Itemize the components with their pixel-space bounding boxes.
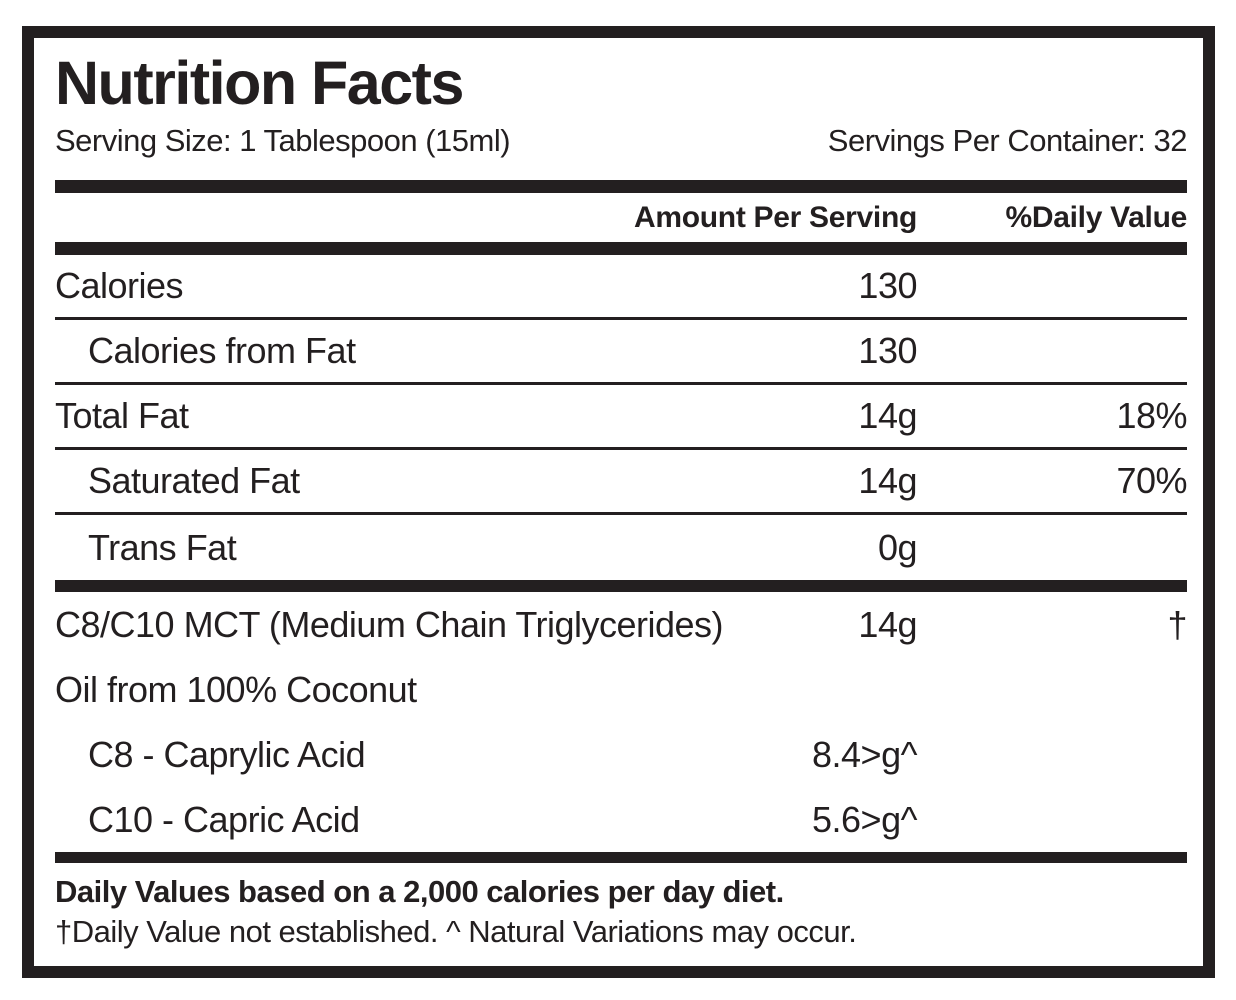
nutrition-facts-label: Nutrition Facts Serving Size: 1 Tablespo…: [22, 26, 1215, 978]
section-divider-mct: [55, 580, 1187, 592]
serving-size-text: Serving Size: 1 Tablespoon (15ml): [55, 123, 511, 158]
nutrient-amount: 130: [858, 330, 917, 371]
section-divider-top: [55, 180, 1187, 193]
row-c8-caprylic-acid: C8 - Caprylic Acid 8.4>g^: [55, 722, 1187, 787]
nutrient-name: Calories: [55, 265, 184, 306]
serving-info-row: Serving Size: 1 Tablespoon (15ml) Servin…: [55, 123, 1188, 163]
nutrient-amount: 0g: [877, 526, 918, 568]
section-divider-header: [55, 242, 1187, 255]
row-trans-fat: Trans Fat 0g: [55, 515, 1187, 580]
nutrient-amount: 5.6>g^: [812, 798, 917, 840]
nutrient-name: C8/C10 MCT (Medium Chain Triglycerides): [55, 603, 724, 645]
servings-per-container-text: Servings Per Container: 32: [827, 123, 1188, 158]
label-title: Nutrition Facts: [55, 49, 464, 117]
nutrient-dv: 18%: [1116, 395, 1187, 436]
row-calories: Calories 130: [55, 255, 1187, 320]
dagger-footnote: †Daily Value not established. ^ Natural …: [55, 914, 857, 949]
nutrient-amount: 14g: [858, 460, 917, 501]
section-divider-footer: [55, 852, 1187, 863]
nutrient-dv: 70%: [1116, 460, 1187, 501]
nutrient-name: Oil from 100% Coconut: [55, 668, 417, 710]
nutrient-name: Total Fat: [55, 395, 189, 436]
nutrient-name: Saturated Fat: [88, 460, 300, 501]
nutrient-name: Trans Fat: [88, 526, 237, 568]
row-c10-capric-acid: C10 - Capric Acid 5.6>g^: [55, 787, 1187, 852]
column-header-row: Amount Per Serving %Daily Value: [55, 193, 1187, 242]
row-oil-from-coconut: Oil from 100% Coconut: [55, 657, 1187, 722]
daily-values-note: Daily Values based on a 2,000 calories p…: [55, 874, 784, 909]
nutrient-amount: 14g: [858, 395, 917, 436]
row-mct: C8/C10 MCT (Medium Chain Triglycerides) …: [55, 592, 1188, 657]
nutrient-amount: 8.4>g^: [812, 733, 917, 775]
nutrient-dv-dagger: †: [1167, 603, 1187, 645]
daily-value-header: %Daily Value: [1005, 200, 1188, 234]
row-calories-from-fat: Calories from Fat 130: [55, 320, 1187, 385]
nutrient-name: Calories from Fat: [88, 330, 356, 371]
nutrient-amount: 130: [858, 265, 917, 306]
nutrient-name: C10 - Capric Acid: [88, 798, 360, 840]
nutrient-amount: 14g: [858, 603, 917, 645]
nutrient-name: C8 - Caprylic Acid: [88, 733, 366, 775]
row-saturated-fat: Saturated Fat 14g 70%: [55, 450, 1188, 515]
row-total-fat: Total Fat 14g 18%: [55, 385, 1188, 450]
amount-per-serving-header: Amount Per Serving: [634, 200, 917, 234]
